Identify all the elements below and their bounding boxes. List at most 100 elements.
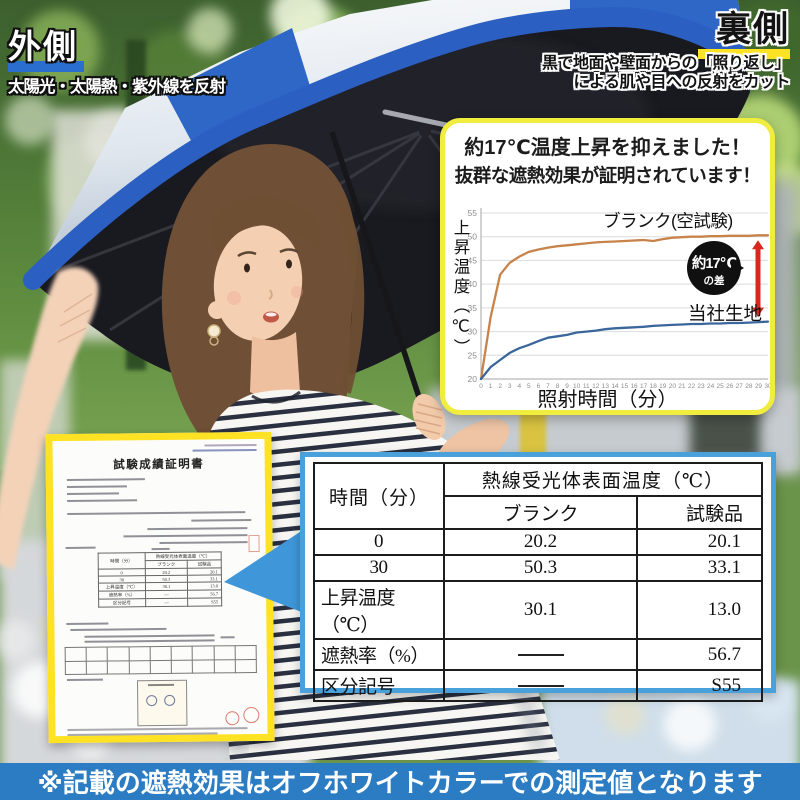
- x-tick-label: 13: [602, 383, 610, 390]
- certificate-wide-cell: [65, 647, 87, 661]
- y-tick-label: 25: [468, 350, 478, 360]
- diagram-circle: [146, 695, 158, 707]
- y-tick-label: 35: [468, 303, 478, 313]
- red-stamp: [243, 706, 260, 724]
- table-cell: 0: [313, 528, 445, 556]
- table-cell: 50.3: [443, 554, 638, 582]
- back-label-underline: [698, 49, 790, 59]
- x-tick-label: 14: [611, 383, 619, 390]
- eye: [244, 263, 250, 273]
- x-tick-label: 8: [556, 383, 560, 390]
- table-cell: 区分記号: [313, 669, 445, 702]
- x-tick-label: 10: [573, 383, 581, 390]
- y-tick-label: 20: [468, 374, 478, 384]
- certificate-document: 試験成績証明書 時間（分） 熱線受光体表面温度（℃） ブランク 試験品 0 20.2 20.…: [45, 431, 275, 744]
- certificate-formula-line: [84, 639, 215, 643]
- table-row-header: 時間（分）: [313, 462, 445, 530]
- x-tick-label: 4: [517, 383, 521, 390]
- y-tick-label: 40: [468, 279, 478, 289]
- eye: [286, 259, 292, 269]
- certificate-wide-cell: [213, 659, 236, 673]
- table-cell: 56.7: [636, 638, 763, 671]
- x-tick-label: 6: [537, 383, 541, 390]
- raised-arm: [0, 267, 99, 570]
- legend-blank: ブランク(空試験): [603, 211, 733, 231]
- certificate-wide-cell: [86, 660, 108, 675]
- red-stamp: [225, 711, 240, 726]
- x-tick-label: 3: [508, 383, 512, 390]
- back-label-title: 裏側: [715, 10, 790, 49]
- certificate-mini-cell: —: [145, 598, 189, 607]
- certificate-text-line: [191, 519, 252, 522]
- umbrella-blue-gore: [165, 28, 310, 148]
- x-tick-label: 28: [745, 383, 753, 390]
- front-label-underline: [8, 61, 84, 72]
- x-tick-label: 27: [736, 383, 744, 390]
- table-row: 区分記号 S55: [313, 669, 763, 702]
- result-table: 時間（分） 熱線受光体表面温度（℃） ブランク 試験品 0 20.2 20.1 30 5…: [313, 462, 763, 702]
- certificate-text-line: [66, 478, 145, 481]
- diff-arrow-head: [752, 240, 764, 250]
- certificate-wide-cell: [192, 659, 214, 674]
- certificate-text-line: [123, 534, 248, 538]
- certificate-text-line: [151, 547, 170, 551]
- certificate-title: 試験成績証明書: [113, 458, 205, 472]
- x-axis-label: 照射時間（分）: [537, 389, 678, 411]
- x-tick-label: 29: [755, 383, 763, 390]
- series-当社生地: [479, 320, 770, 381]
- x-tick-label: 5: [527, 383, 531, 390]
- x-tick-label: 25: [717, 383, 725, 390]
- certificate-text-line: [67, 499, 138, 502]
- certificate-wide-table: [65, 645, 257, 675]
- x-tick-label: 26: [726, 383, 734, 390]
- x-tick-label: 11: [583, 383, 590, 390]
- diagram-caption-line: [148, 683, 175, 687]
- x-tick-label: 20: [669, 383, 677, 390]
- x-tick-label: 19: [659, 383, 667, 390]
- certificate-wide-cell: [150, 659, 172, 674]
- table-cell: 上昇温度（℃）: [313, 580, 445, 640]
- y-tick-label: 45: [468, 255, 478, 265]
- certificate-text-line: [204, 443, 257, 447]
- x-tick-label: 12: [592, 383, 600, 390]
- certificate-formula-line: [84, 634, 215, 638]
- x-tick-label: 18: [650, 383, 658, 390]
- x-tick-label: 22: [688, 383, 696, 390]
- certificate-mini-cell: 時間（分）: [98, 552, 145, 570]
- table-group-header: 熱線受光体表面温度（℃）: [443, 462, 763, 497]
- x-tick-label: 0: [479, 383, 483, 390]
- temperature-difference-badge: 約17℃ の差: [687, 241, 744, 295]
- table-cell: 13.0: [636, 580, 763, 640]
- certificate-wide-cell: [171, 646, 193, 660]
- table-col-blank: ブランク: [443, 495, 638, 530]
- y-tick-label: 50: [468, 232, 478, 242]
- diagram-circle: [164, 694, 176, 706]
- certificate-text-line: [220, 636, 235, 639]
- certificate-wide-cell: [128, 660, 151, 674]
- face: [213, 225, 303, 341]
- table-row: 30 50.3 33.1: [313, 554, 763, 582]
- x-tick-label: 23: [697, 383, 705, 390]
- certificate-wide-cell: [128, 646, 151, 661]
- table-cell: 遮熱率（%）: [313, 638, 445, 671]
- certificate-wide-cell: [234, 645, 257, 660]
- certificate-text-line: [70, 627, 167, 631]
- back-side-label: 裏側 黒で地面や壁面からの「照り返し」 による肌や目への反射をカット: [542, 10, 791, 92]
- certificate-text-line: [192, 448, 257, 452]
- earring: [207, 324, 221, 338]
- test-result-table-panel: 時間（分） 熱線受光体表面温度（℃） ブランク 試験品 0 20.2 20.1 30 5…: [300, 452, 776, 702]
- certificate-wide-cell: [107, 660, 130, 675]
- certificate-mini-table: 時間（分） 熱線受光体表面温度（℃） ブランク 試験品 0 20.2 20.1 30 50.3 3…: [98, 551, 223, 608]
- bangs: [210, 196, 321, 252]
- table-cell: 30: [313, 554, 445, 582]
- x-tick-label: 1: [489, 383, 493, 390]
- table-cell: 20.1: [636, 528, 763, 556]
- diff-arrow-head: [752, 307, 764, 317]
- certificate-wide-cell: [171, 659, 193, 674]
- certificate-wide-cell: [192, 645, 214, 660]
- dash-placeholder: [517, 654, 564, 657]
- y-axis-label: 上昇温度（℃）: [451, 219, 469, 358]
- heat-test-chart-panel: 約17℃温度上昇を抑えました！ 抜群な遮熱効果が証明されています！ 20 25 30…: [440, 118, 775, 415]
- certificate-text-line: [67, 511, 246, 515]
- y-tick-label: 55: [468, 208, 478, 218]
